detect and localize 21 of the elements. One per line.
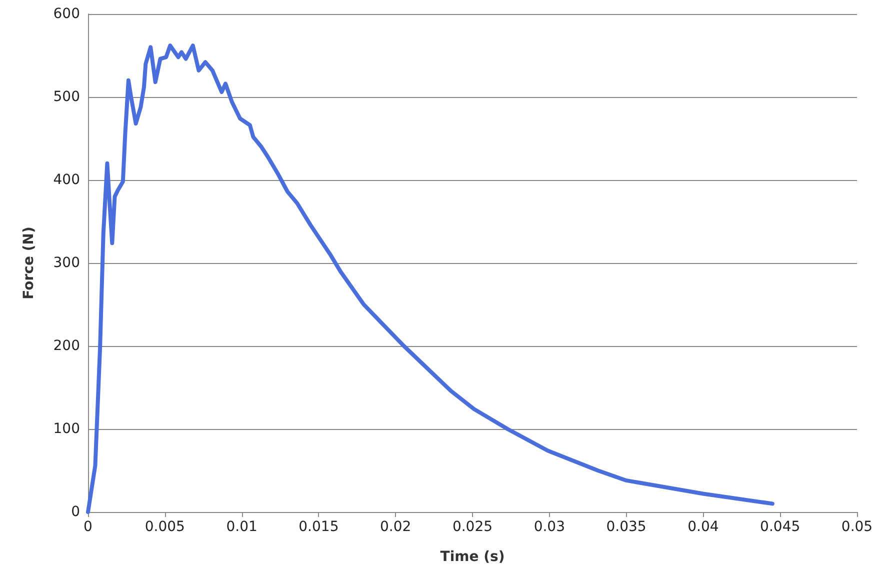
x-tick-label: 0	[84, 519, 92, 535]
line-series	[86, 44, 774, 514]
x-tick-label: 0.01	[226, 519, 258, 535]
x-axis-title: Time (s)	[440, 549, 505, 565]
x-tick-label: 0.05	[841, 519, 873, 535]
y-tick-label: 400	[53, 172, 80, 188]
y-tick-label: 100	[53, 421, 80, 437]
y-axis-title: Force (N)	[21, 226, 37, 300]
y-tick-label: 200	[53, 338, 80, 354]
x-tick-label: 0.04	[688, 519, 719, 535]
y-tick-label: 300	[53, 255, 80, 271]
x-tick-label: 0.03	[534, 519, 565, 535]
y-tick-label: 0	[71, 504, 80, 520]
x-tick-label: 0.035	[606, 519, 646, 535]
x-tick-label: 0.045	[760, 519, 800, 535]
x-tick-label: 0.005	[144, 519, 185, 535]
x-tick-label: 0.025	[452, 519, 493, 535]
x-tick-label: 0.02	[380, 519, 412, 535]
y-tick-label: 500	[53, 89, 80, 105]
x-tick-label: 0.015	[298, 519, 339, 535]
y-tick-label: 600	[53, 6, 80, 22]
